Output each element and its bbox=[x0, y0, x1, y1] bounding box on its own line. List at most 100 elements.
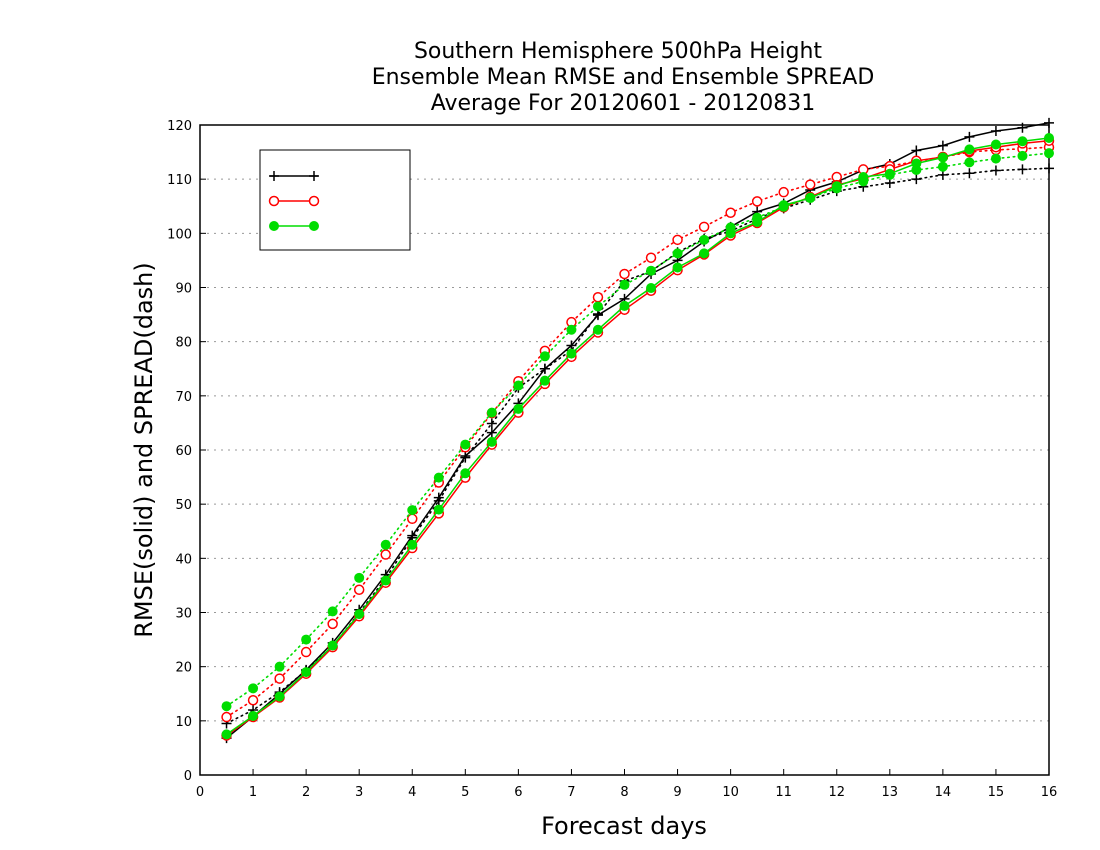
x-tick-label: 5 bbox=[461, 785, 469, 800]
legend-swatch-marker bbox=[269, 221, 279, 231]
y-tick-label: 60 bbox=[175, 444, 192, 459]
rmse-point bbox=[778, 200, 789, 211]
rmse-point bbox=[460, 468, 471, 479]
spread-point bbox=[539, 351, 550, 362]
spread-point bbox=[433, 472, 444, 483]
y-tick-label: 20 bbox=[175, 661, 192, 676]
rmse-point bbox=[592, 310, 603, 321]
spread-point bbox=[221, 711, 232, 723]
rmse-point bbox=[964, 144, 975, 155]
spread-point bbox=[964, 157, 975, 168]
rmse-point bbox=[805, 193, 816, 204]
x-tick-label: 9 bbox=[673, 785, 681, 800]
rmse-point bbox=[884, 168, 895, 179]
y-tick-label: 100 bbox=[167, 227, 192, 242]
spread-line bbox=[225, 146, 1050, 718]
rmse-point bbox=[407, 539, 418, 550]
y-gridlines bbox=[200, 178, 1049, 722]
rmse-point bbox=[380, 575, 391, 586]
spread-point bbox=[353, 584, 365, 595]
x-tick-label: 8 bbox=[620, 785, 628, 800]
rmse-point bbox=[937, 140, 948, 151]
rmse-point bbox=[831, 181, 842, 192]
rmse-point bbox=[646, 283, 657, 294]
spread-point bbox=[778, 186, 789, 198]
rmse-point bbox=[1044, 117, 1054, 128]
rmse-point bbox=[592, 324, 603, 335]
legend-swatch-marker bbox=[308, 195, 320, 207]
spread-point bbox=[937, 161, 948, 172]
rmse-point bbox=[460, 450, 471, 461]
spread-point bbox=[486, 407, 497, 418]
y-tick-label: 120 bbox=[167, 119, 192, 134]
spread-point bbox=[592, 292, 604, 303]
x-tick-label: 13 bbox=[882, 785, 899, 800]
rmse-point bbox=[725, 228, 736, 239]
spread-point bbox=[1044, 163, 1054, 174]
spread-point bbox=[990, 153, 1001, 164]
rmse-point bbox=[354, 609, 365, 620]
spread-point bbox=[248, 683, 259, 694]
rmse-point bbox=[858, 172, 869, 182]
x-axis-title: Forecast days bbox=[541, 812, 707, 840]
legend-item-1 bbox=[269, 171, 319, 181]
x-tick-label: 1 bbox=[249, 785, 257, 800]
rmse-line bbox=[226, 122, 1050, 739]
spread-point bbox=[672, 248, 683, 259]
rmse-point bbox=[752, 216, 763, 227]
legend-item-3 bbox=[269, 221, 319, 231]
spread-point bbox=[460, 439, 471, 450]
spread-point bbox=[300, 646, 312, 658]
spread-point bbox=[354, 572, 365, 583]
rmse-point bbox=[1017, 122, 1028, 133]
rmse-point bbox=[433, 492, 444, 503]
x-tick-label: 11 bbox=[775, 785, 792, 800]
title-line-3: Average For 20120601 - 20120831 bbox=[431, 91, 816, 116]
series-3 bbox=[221, 133, 1054, 740]
spread-point bbox=[327, 618, 338, 630]
x-tick-label: 7 bbox=[567, 785, 575, 800]
rmse-point bbox=[672, 262, 683, 273]
legend-swatch-marker bbox=[309, 221, 319, 231]
y-axis-title: RMSE(solid) and SPREAD(dash) bbox=[130, 262, 158, 638]
x-tick-label: 10 bbox=[722, 785, 739, 800]
spread-line bbox=[225, 167, 1050, 725]
x-tick-label: 12 bbox=[828, 785, 845, 800]
spread-point bbox=[699, 234, 710, 245]
x-tick-label: 16 bbox=[1041, 785, 1058, 800]
spread-point bbox=[804, 179, 816, 190]
legend-swatch-marker bbox=[269, 171, 279, 181]
series-layer bbox=[221, 117, 1055, 744]
legend-item-2 bbox=[268, 195, 320, 207]
x-tick-label: 2 bbox=[302, 785, 310, 800]
y-tick-label: 110 bbox=[167, 173, 192, 188]
title-line-1: Southern Hemisphere 500hPa Height bbox=[414, 39, 822, 64]
rmse-point bbox=[911, 145, 922, 156]
spread-point bbox=[380, 539, 391, 550]
y-tick-label: 80 bbox=[175, 336, 192, 351]
x-tick-label: 0 bbox=[196, 785, 204, 800]
rmse-point bbox=[301, 667, 312, 678]
spread-point bbox=[1017, 164, 1028, 175]
spread-point bbox=[327, 606, 338, 617]
rmse-point bbox=[539, 375, 550, 386]
rmse-point bbox=[274, 691, 285, 702]
spread-point bbox=[672, 234, 683, 246]
y-tick-label: 90 bbox=[175, 282, 192, 297]
spread-point bbox=[725, 207, 736, 218]
rmse-point bbox=[221, 729, 232, 740]
rmse-point bbox=[990, 139, 1001, 150]
x-tick-label: 3 bbox=[355, 785, 363, 800]
spread-point bbox=[990, 165, 1001, 176]
spread-point bbox=[301, 634, 312, 645]
rmse-point bbox=[433, 504, 444, 515]
legend-box bbox=[259, 149, 411, 251]
chart-title: Southern Hemisphere 500hPa Height Ensemb… bbox=[372, 39, 875, 116]
y-tick-label: 30 bbox=[175, 607, 192, 622]
rmse-point bbox=[699, 248, 710, 259]
title-line-2: Ensemble Mean RMSE and Ensemble SPREAD bbox=[372, 65, 875, 90]
rmse-point bbox=[911, 158, 922, 169]
y-tick-label: 40 bbox=[175, 552, 192, 567]
y-axis: 0 10 20 30 40 50 60 70 80 90 100 110 120 bbox=[167, 119, 206, 784]
